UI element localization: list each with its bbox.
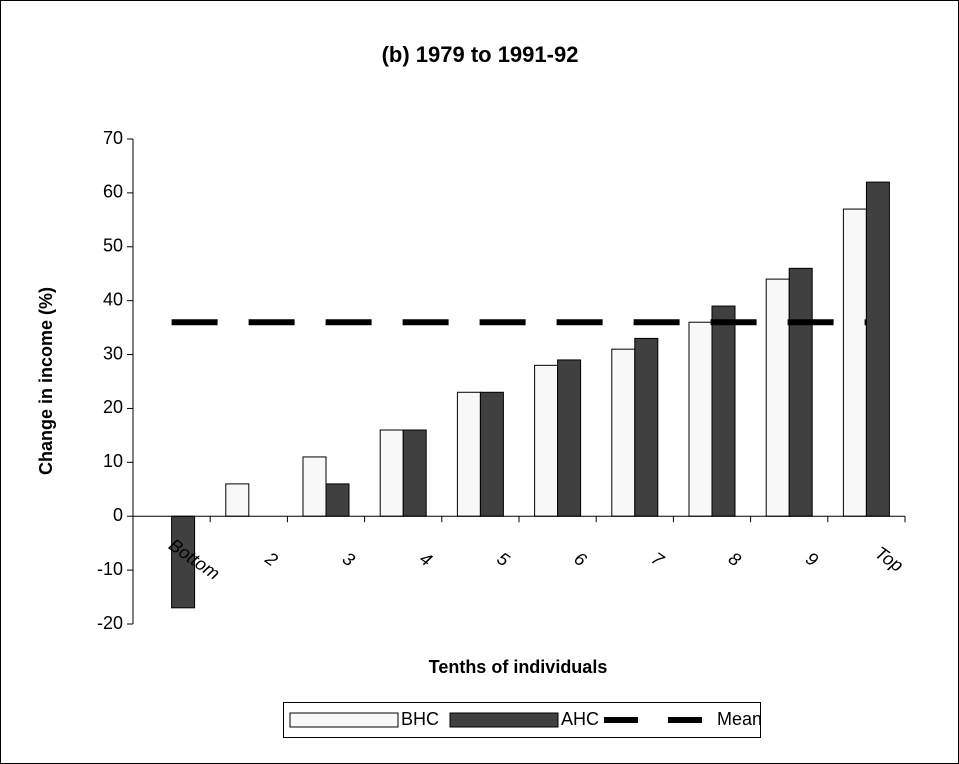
y-tick-label: -10 bbox=[97, 559, 123, 579]
legend-label: AHC bbox=[561, 709, 599, 729]
chart-title: (b) 1979 to 1991-92 bbox=[382, 42, 579, 67]
x-axis-label: Tenths of individuals bbox=[429, 657, 608, 677]
bar bbox=[842, 208, 867, 517]
bar bbox=[865, 181, 890, 517]
y-tick-label: -20 bbox=[97, 613, 123, 633]
bar bbox=[557, 359, 582, 517]
bar bbox=[634, 337, 659, 517]
bar bbox=[611, 348, 636, 517]
bar bbox=[225, 483, 250, 517]
bar bbox=[302, 456, 327, 517]
legend-swatch bbox=[289, 712, 399, 728]
bar bbox=[325, 483, 350, 517]
bar bbox=[711, 305, 736, 517]
y-tick-label: 10 bbox=[103, 451, 123, 471]
bar bbox=[456, 391, 481, 517]
y-tick-label: 20 bbox=[103, 397, 123, 417]
y-axis-label: Change in income (%) bbox=[36, 287, 56, 475]
legend-label: Mean bbox=[717, 709, 762, 729]
bar bbox=[788, 267, 813, 517]
y-tick-label: 30 bbox=[103, 343, 123, 363]
y-tick-label: 0 bbox=[113, 505, 123, 525]
legend-label: BHC bbox=[401, 709, 439, 729]
y-tick-label: 40 bbox=[103, 289, 123, 309]
y-tick-label: 50 bbox=[103, 236, 123, 256]
bar bbox=[402, 429, 427, 517]
bar bbox=[765, 278, 790, 517]
bar bbox=[479, 391, 504, 517]
bar bbox=[534, 364, 559, 517]
bar bbox=[379, 429, 404, 517]
y-tick-label: 60 bbox=[103, 182, 123, 202]
legend-swatch bbox=[449, 712, 559, 728]
bar bbox=[688, 321, 713, 517]
y-tick-label: 70 bbox=[103, 128, 123, 148]
